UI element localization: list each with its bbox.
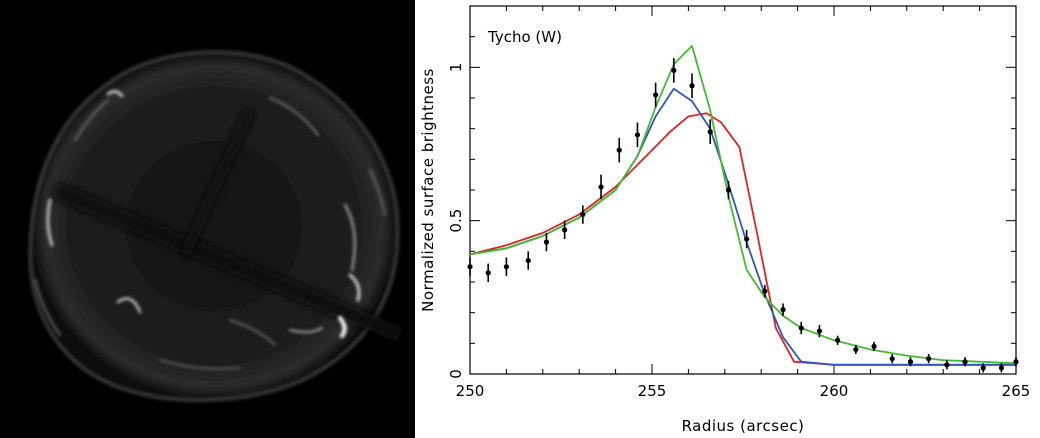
data-point — [671, 67, 677, 73]
data-point — [485, 270, 491, 276]
y-tick-label: 1 — [447, 63, 465, 73]
data-point — [616, 147, 622, 153]
data-point — [926, 356, 932, 362]
y-axis-label: Normalized surface brightness — [419, 68, 437, 312]
data-point — [835, 337, 841, 343]
data-point — [816, 328, 823, 334]
data-point — [598, 184, 604, 190]
remnant-shell — [28, 50, 400, 403]
x-tick-label: 250 — [456, 382, 485, 400]
data-point — [798, 325, 804, 331]
x-tick-label: 265 — [1002, 382, 1031, 400]
axis-ticks — [469, 5, 1017, 375]
data-point — [998, 365, 1005, 371]
tick-labels: 250 255 260 265 0 0.5 1 — [447, 63, 1030, 400]
data-point — [503, 264, 509, 270]
x-tick-label: 260 — [820, 382, 849, 400]
data-point — [467, 264, 473, 270]
data-point — [525, 257, 531, 264]
data-point — [689, 83, 695, 89]
data-point — [962, 359, 968, 365]
data-point — [653, 92, 659, 98]
model-curve-red — [469, 112, 1016, 366]
x-axis-label: Radius (arcsec) — [682, 417, 805, 435]
data-point — [780, 307, 786, 313]
data-point — [580, 211, 586, 218]
data-point — [1013, 359, 1019, 365]
data-point — [634, 132, 641, 138]
bright-filaments — [34, 90, 386, 370]
model-curves — [469, 45, 1017, 366]
x-tick-label: 255 — [638, 382, 667, 400]
detector-gap-diagonal — [51, 182, 404, 343]
data-point — [980, 365, 986, 371]
detector-gap-vertical — [180, 107, 255, 258]
data-point — [944, 362, 950, 368]
data-point — [889, 356, 895, 362]
data-point — [725, 187, 732, 193]
model-curve-green — [469, 45, 1017, 365]
plot-frame — [469, 5, 1017, 375]
data-point — [762, 288, 768, 294]
y-tick-label: 0 — [447, 369, 465, 379]
y-tick-label: 0.5 — [447, 209, 465, 233]
x-ray-remnant-image — [0, 0, 415, 438]
data-point — [543, 239, 550, 245]
data-point — [562, 227, 568, 233]
model-curve-blue — [469, 87, 1016, 366]
data-point — [707, 129, 713, 135]
observed-points — [467, 58, 1019, 373]
chart-annotation: Tycho (W) — [487, 28, 562, 46]
data-point — [744, 236, 750, 242]
data-point — [853, 346, 859, 353]
data-point — [871, 343, 877, 349]
data-point — [907, 359, 914, 365]
